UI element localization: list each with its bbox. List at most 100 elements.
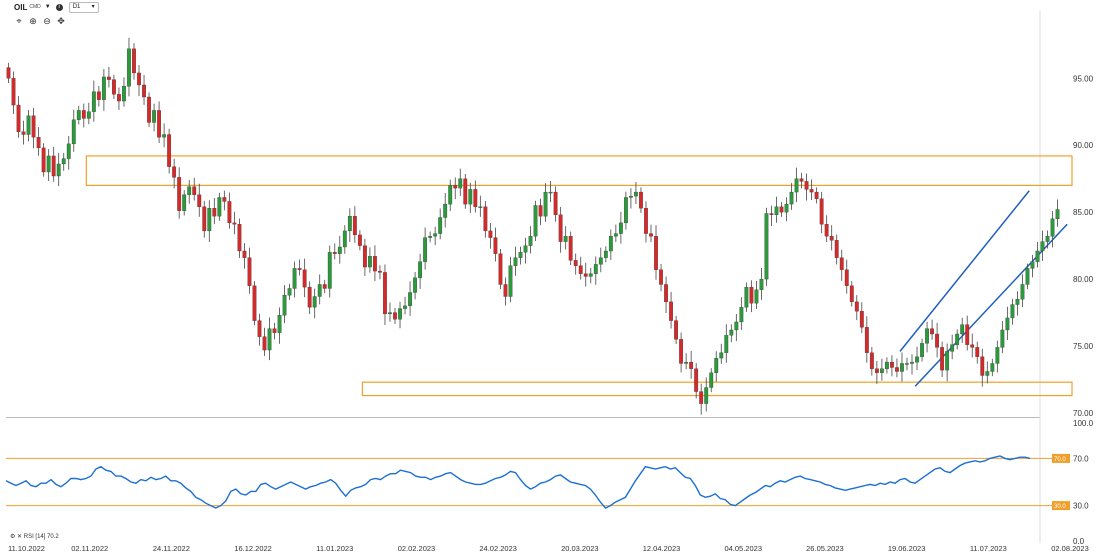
candle-body [71,119,76,145]
candle-body [106,76,111,80]
candle-body [754,289,759,304]
candle-body [689,361,694,369]
candle-body [588,273,593,277]
candle-body [232,222,237,225]
candle-body [297,268,302,270]
timeframe-chevron-icon: ▾ [91,3,95,10]
candle-body [1020,284,1025,300]
price-tick-label: 85.00 [1073,208,1094,217]
candle-body [704,387,709,404]
rsi-axis-tick-label: 70.0 [1073,454,1089,463]
chevron-down-icon[interactable]: ▼ [44,4,51,10]
date-tick-label: 11.07.2023 [970,544,1007,553]
candle-body [674,320,678,340]
candle-body [162,134,167,138]
candle-body [809,189,814,193]
rsi-settings-icon[interactable]: ⚙ ✕ [10,534,24,540]
candle-body [895,367,899,372]
candle-body [383,272,387,315]
candle-body [157,110,161,138]
candle-body [398,308,402,320]
candle-body [583,273,588,277]
candle-body [257,320,262,337]
candle-body [920,343,924,357]
move-icon[interactable]: ✥ [57,16,65,26]
price-tick-label: 70.00 [1073,409,1094,418]
candle-body [794,178,799,193]
candle-body [86,111,91,119]
candle-body [277,315,282,333]
candle-body [187,186,192,195]
price-tick-label: 75.00 [1073,342,1094,351]
candle-body [327,252,332,289]
candle-body [1025,268,1030,285]
candle-body [634,191,638,197]
candles-group [6,37,1060,415]
zoom-out-icon[interactable]: ⊖ [43,16,51,26]
candle-body [563,236,568,242]
candle-body [975,347,980,357]
candle-body [779,206,784,213]
candle-body [829,236,834,241]
candle-body [272,328,277,333]
candle-body [578,265,583,274]
chart-toolbar: OIL CMD ▼ i D1 ▾ [0,0,200,14]
price-tick-label: 80.00 [1073,275,1094,284]
candle-body [242,250,247,258]
candle-body [834,240,839,258]
candle-body [669,301,673,321]
symbol-label[interactable]: OIL [14,2,28,12]
candle-body [112,79,116,95]
candle-body [844,269,849,286]
candle-body [182,194,187,211]
candle-body [237,224,242,252]
date-tick-label: 26.05.2023 [806,544,844,553]
candle-body [453,185,458,189]
candle-body [127,48,131,87]
candle-body [132,48,136,74]
candle-body [1005,317,1010,331]
crosshair-icon[interactable]: ⌖ [16,16,22,26]
candle-body [317,284,322,297]
candle-body [839,257,844,270]
candle-body [31,115,36,138]
candle-body [388,312,392,315]
candle-body [749,286,754,304]
price-tick-label: 95.00 [1073,74,1094,83]
timeframe-select[interactable]: D1 ▾ [68,1,99,13]
candle-body [36,137,41,149]
candle-body [608,236,613,252]
candle-body [910,361,914,364]
candle-body [518,252,523,258]
date-tick-label: 11.10.2022 [8,544,45,553]
candle-body [1045,236,1050,242]
candle-body [177,177,182,211]
candle-body [302,269,307,288]
candle-body [935,333,940,348]
candle-body [874,368,879,373]
zoom-in-icon[interactable]: ⊕ [29,16,37,26]
channel-upper-line [899,190,1030,352]
candle-body [664,284,668,303]
candle-body [639,191,643,209]
date-tick-label: 02.11.2022 [71,544,108,553]
candle-body [483,206,488,232]
candle-body [413,277,417,293]
candle-body [508,265,513,297]
candle-body [347,216,352,232]
rsi-label-text: RSI [14] 70.2 [23,534,59,540]
symbol-type-label: CMD [29,4,41,10]
candle-body [212,207,217,217]
candle-body [764,213,769,280]
candle-body [593,264,598,274]
candle-body [568,236,573,261]
candle-body [418,261,423,278]
info-icon[interactable]: i [55,3,63,11]
candle-body [16,104,21,132]
candle-body [950,344,955,352]
candle-body [679,339,684,364]
candle-body [744,286,749,308]
rsi-level-badge-label: 30.0 [1054,504,1066,510]
candle-body [945,351,950,371]
